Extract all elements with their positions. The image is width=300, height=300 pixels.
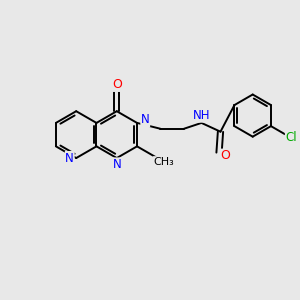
Text: O: O: [112, 78, 122, 92]
Text: NH: NH: [193, 109, 210, 122]
Text: CH₃: CH₃: [153, 157, 174, 167]
Text: O: O: [220, 149, 230, 162]
Text: N: N: [65, 152, 74, 165]
Text: N: N: [112, 158, 121, 171]
Text: N: N: [141, 113, 150, 127]
Text: Cl: Cl: [285, 131, 297, 144]
